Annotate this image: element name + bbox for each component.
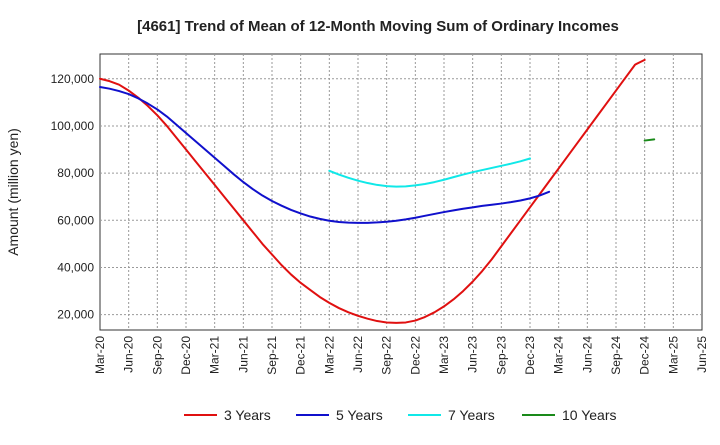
plot-frame	[99, 53, 703, 331]
series-line-10-years	[643, 138, 656, 142]
x-tick-label: Sep-23	[494, 336, 508, 375]
x-tick-label: Sep-22	[380, 336, 394, 375]
y-tick-label: 20,000	[57, 308, 94, 322]
x-tick-label: Jun-21	[236, 336, 250, 373]
x-tick-label: Jun-20	[122, 336, 136, 373]
x-tick-label: Sep-21	[265, 336, 279, 375]
y-tick-label: 40,000	[57, 260, 94, 274]
legend-label-3-years: 3 Years	[224, 407, 271, 423]
x-tick-label: Mar-22	[322, 336, 336, 374]
x-tick-label: Dec-22	[408, 336, 422, 375]
x-tick-label: Dec-23	[523, 336, 537, 375]
x-tick-label: Jun-23	[466, 336, 480, 373]
x-tick-label: Mar-24	[552, 336, 566, 374]
series-line-3-years	[99, 58, 646, 324]
series-layer	[99, 58, 656, 324]
chart-title: [4661] Trend of Mean of 12-Month Moving …	[137, 18, 619, 35]
x-tick-label: Sep-24	[609, 336, 623, 375]
y-tick-label: 100,000	[51, 119, 95, 133]
x-tick-label: Jun-25	[695, 336, 709, 373]
legend-label-7-years: 7 Years	[448, 407, 495, 423]
x-tick-label: Jun-24	[580, 336, 594, 373]
grid-layer	[100, 54, 702, 330]
x-tick-label: Dec-20	[179, 336, 193, 375]
y-axis-label: Amount (million yen)	[5, 128, 21, 256]
x-tick-label: Mar-25	[666, 336, 680, 374]
series-line-7-years	[328, 157, 531, 188]
x-tick-label: Dec-21	[294, 336, 308, 375]
x-tick-label: Dec-24	[638, 336, 652, 375]
x-tick-label: Sep-20	[150, 336, 164, 375]
legend-label-10-years: 10 Years	[562, 407, 617, 423]
series-line-5-years	[99, 86, 551, 224]
y-tick-label: 120,000	[51, 72, 95, 86]
x-tick-label: Mar-21	[208, 336, 222, 374]
x-tick-label: Mar-23	[437, 336, 451, 374]
legend: 3 Years 5 Years 7 Years 10 Years	[184, 407, 617, 423]
axis-layer: Mar-20 Jun-20 Sep-20 Dec-20 Mar-21 Jun-21 Sep-…	[51, 72, 709, 375]
legend-label-5-years: 5 Years	[336, 407, 383, 423]
y-tick-label: 60,000	[57, 213, 94, 227]
y-tick-label: 80,000	[57, 166, 94, 180]
x-tick-label: Jun-22	[351, 336, 365, 373]
x-tick-label: Mar-20	[93, 336, 107, 374]
